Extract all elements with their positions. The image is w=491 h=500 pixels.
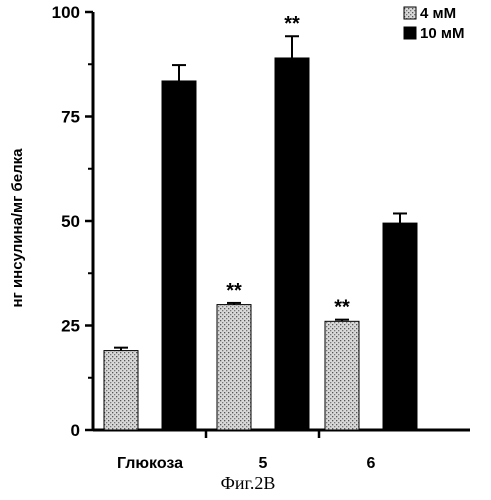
y-axis-label: нг инсулина/мг белка <box>9 148 26 308</box>
bar <box>325 321 359 430</box>
legend-label: 10 мМ <box>420 25 464 42</box>
y-tick-label: 75 <box>61 108 80 127</box>
figure-caption: Фиг.2В <box>221 473 276 493</box>
x-tick-label: 6 <box>367 455 376 472</box>
bar <box>104 351 138 430</box>
y-tick-label: 100 <box>52 3 80 22</box>
significance-mark: ** <box>284 13 300 35</box>
legend-label: 4 мМ <box>420 5 456 22</box>
bar <box>275 58 309 430</box>
x-tick-label: 5 <box>259 455 268 472</box>
y-tick-label: 25 <box>61 317 80 336</box>
significance-mark: ** <box>226 280 242 302</box>
y-tick-label: 0 <box>71 421 80 440</box>
x-tick-label: Глюкоза <box>117 455 183 472</box>
legend-swatch <box>404 7 416 19</box>
legend: 4 мМ 10 мМ <box>404 5 464 42</box>
bar <box>217 305 251 430</box>
bar <box>383 223 417 430</box>
significance-mark: ** <box>334 297 350 319</box>
bars: ** ** ** Глюкоза 5 6 <box>104 13 417 472</box>
y-tick-label: 50 <box>61 212 80 231</box>
legend-swatch <box>404 27 416 39</box>
bar <box>162 81 196 430</box>
